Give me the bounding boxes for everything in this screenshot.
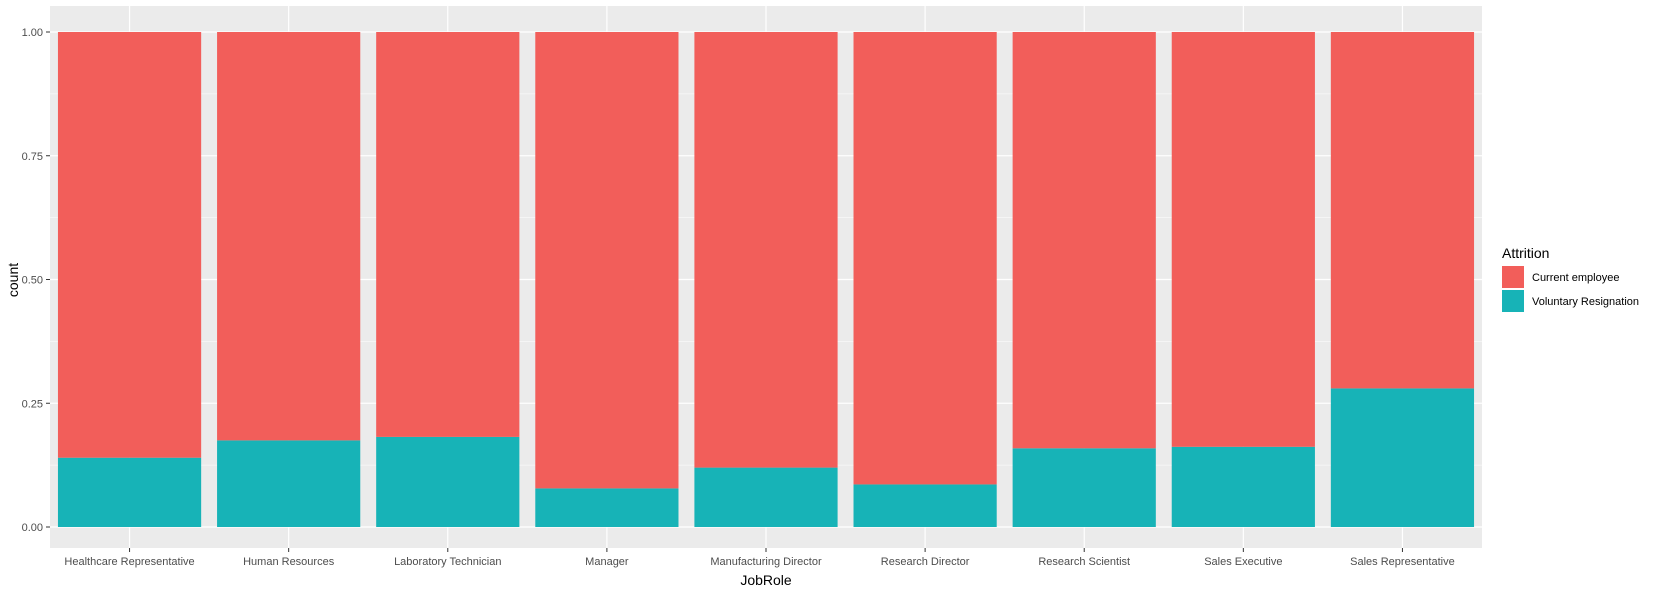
- legend-items: Current employee Voluntary Resignation: [1502, 266, 1639, 312]
- y-axis: 0.00 0.25 0.50 0.75 1.00: [22, 27, 50, 534]
- legend-key-current-employee: [1502, 266, 1524, 288]
- y-tick-label: 1.00: [22, 27, 43, 39]
- bar-current-employee: [1012, 32, 1156, 449]
- x-tick-label: Manager: [585, 556, 629, 568]
- bars: [57, 32, 1475, 527]
- bar-voluntary-resignation: [1330, 388, 1475, 527]
- legend-label: Voluntary Resignation: [1532, 296, 1639, 308]
- bar-voluntary-resignation: [694, 467, 838, 527]
- legend-key-voluntary-resignation: [1502, 290, 1524, 312]
- bar-current-employee: [217, 32, 361, 441]
- bar-current-employee: [1171, 32, 1315, 447]
- legend: Attrition Current employee Voluntary Resi…: [1502, 245, 1639, 312]
- bar-voluntary-resignation: [217, 440, 361, 527]
- x-tick-label: Sales Executive: [1204, 556, 1282, 568]
- bar-current-employee: [57, 32, 202, 458]
- x-tick-label: Research Director: [881, 556, 970, 568]
- bar-current-employee: [694, 32, 838, 468]
- y-tick-label: 0.00: [22, 522, 43, 534]
- bar-voluntary-resignation: [376, 436, 520, 527]
- x-tick-label: Research Scientist: [1038, 556, 1130, 568]
- x-tick-label: Laboratory Technician: [394, 556, 501, 568]
- x-tick-label: Human Resources: [243, 556, 335, 568]
- bar-voluntary-resignation: [1171, 446, 1315, 527]
- y-axis-title: count: [5, 263, 21, 297]
- legend-label: Current employee: [1532, 272, 1619, 284]
- y-tick-label: 0.75: [22, 151, 43, 163]
- bar-current-employee: [535, 32, 679, 489]
- y-tick-label: 0.25: [22, 398, 43, 410]
- bar-voluntary-resignation: [1012, 448, 1156, 527]
- bar-current-employee: [376, 32, 520, 437]
- bar-current-employee: [853, 32, 997, 485]
- legend-title: Attrition: [1502, 245, 1549, 261]
- bar-current-employee: [1330, 32, 1475, 389]
- bar-voluntary-resignation: [535, 488, 679, 527]
- x-tick-label: Sales Representative: [1350, 556, 1455, 568]
- x-axis: Healthcare Representative Human Resources…: [64, 548, 1455, 568]
- y-tick-label: 0.50: [22, 275, 43, 287]
- bar-voluntary-resignation: [57, 457, 202, 527]
- x-axis-title: JobRole: [740, 572, 792, 588]
- x-tick-label: Manufacturing Director: [710, 556, 822, 568]
- bar-voluntary-resignation: [853, 484, 997, 527]
- x-tick-label: Healthcare Representative: [64, 556, 194, 568]
